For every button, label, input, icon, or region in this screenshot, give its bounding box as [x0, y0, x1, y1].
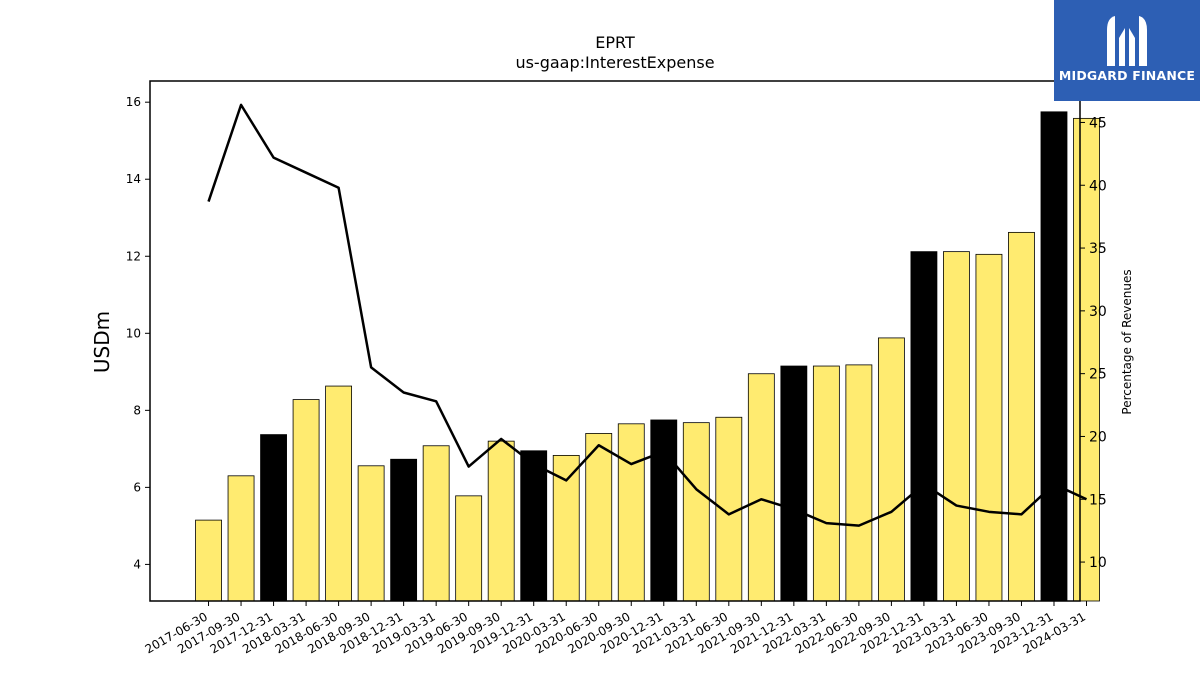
revenue-percentage-line: [207, 103, 1088, 527]
bar: [585, 433, 613, 602]
y2-tick-label: 15: [1089, 492, 1107, 508]
y2-tick-label: 25: [1089, 367, 1107, 383]
bar: [390, 458, 418, 602]
chart-subtitle: us-gaap:InterestExpense: [515, 53, 714, 72]
bar: [943, 251, 970, 602]
bar: [260, 434, 287, 602]
bar-series: [195, 111, 1100, 602]
bar: [682, 422, 710, 602]
line-series: [207, 103, 1088, 527]
y2-tick-label: 10: [1089, 555, 1107, 571]
y-tick-label: 6: [133, 480, 141, 494]
bar: [650, 419, 678, 602]
logo-text: MIDGARD FINANCE: [1058, 68, 1196, 83]
y-tick-label: 8: [133, 403, 141, 417]
bar: [617, 423, 645, 602]
bar: [747, 373, 775, 602]
y-axis-label-left: USDm: [90, 311, 114, 373]
bar: [812, 365, 840, 602]
y-tick-label: 16: [126, 95, 141, 109]
bar: [1073, 117, 1100, 602]
y-tick-label: 10: [126, 326, 141, 340]
bar: [422, 445, 450, 602]
y2-tick-label: 45: [1089, 115, 1107, 131]
y2-tick-label: 30: [1089, 304, 1107, 320]
y-tick-label: 14: [126, 172, 141, 186]
bar: [877, 337, 905, 602]
bar: [1040, 111, 1068, 602]
bar: [325, 385, 353, 602]
logo-mark-icon: [1107, 16, 1147, 66]
bar: [292, 399, 320, 602]
bar: [780, 365, 808, 602]
bar: [520, 450, 548, 602]
y2-tick-label: 20: [1089, 429, 1107, 445]
y2-tick-label: 35: [1089, 241, 1107, 257]
bar: [227, 475, 255, 602]
bar: [1008, 231, 1035, 602]
bar: [845, 364, 873, 602]
plot-frame: [149, 80, 1081, 602]
bar: [975, 253, 1003, 602]
y2-tick-label: 40: [1089, 178, 1107, 194]
bar: [455, 495, 483, 602]
y-axis-label-right: Percentage of Revenues: [1120, 269, 1134, 414]
bar: [357, 465, 385, 602]
bar: [910, 251, 938, 602]
chart-title: EPRT: [595, 33, 635, 52]
midgard-finance-logo: MIDGARD FINANCE: [1054, 0, 1200, 101]
bar: [195, 519, 222, 602]
y-tick-label: 12: [126, 249, 141, 263]
bar: [487, 440, 515, 602]
y-tick-label: 4: [133, 557, 141, 571]
